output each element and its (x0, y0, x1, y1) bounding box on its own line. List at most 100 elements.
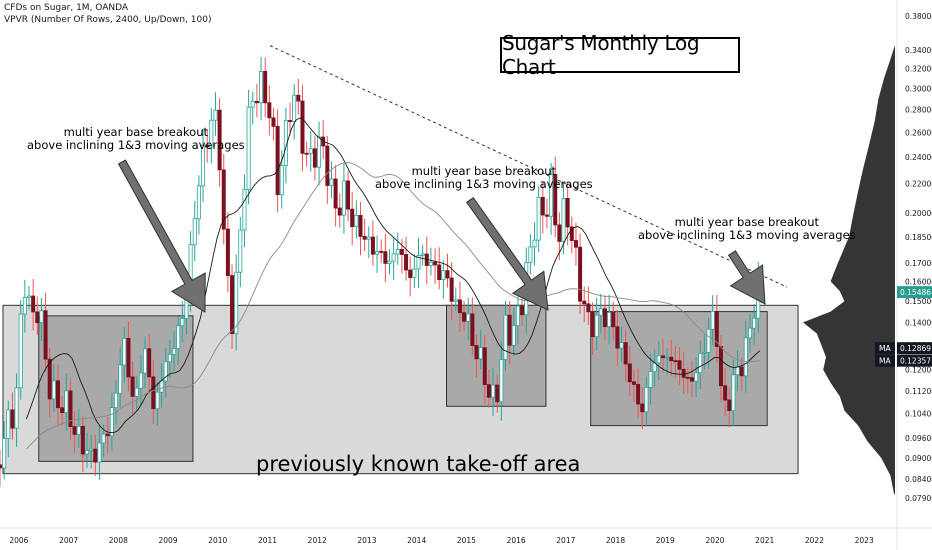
chart-title-box: Sugar's Monthly Log Chart (500, 31, 740, 79)
candle-body (379, 250, 384, 253)
candle-body (478, 347, 483, 360)
arrow-3 (727, 250, 766, 305)
candle-body (536, 196, 541, 241)
arrow-1 (117, 159, 206, 313)
candle-body (147, 348, 152, 378)
x-tick-label: 2010 (208, 536, 227, 545)
candle-body (22, 297, 27, 315)
candle-body (213, 109, 218, 121)
candle-body (263, 71, 268, 104)
candle-body (2, 438, 7, 469)
candle-body (706, 328, 711, 353)
note-3-line2: above inclining 1&3 moving averages (638, 228, 856, 242)
candle-body (718, 346, 723, 387)
candle-body (271, 117, 276, 127)
candle-body (553, 174, 558, 226)
candle-body (43, 310, 48, 360)
indicator-label[interactable]: VPVR (Number Of Rows, 2400, Up/Down, 100… (4, 15, 212, 25)
candle-body (520, 305, 525, 316)
candle-body (466, 313, 471, 322)
candle-body (80, 425, 85, 455)
candle-body (565, 197, 570, 228)
candle-body (6, 409, 11, 439)
candle-body (76, 425, 81, 435)
candle-body (93, 448, 98, 463)
candle-body (72, 426, 77, 435)
candle-body (85, 450, 90, 455)
candle-body (739, 366, 744, 377)
candle-body (230, 275, 235, 334)
candle-body (176, 325, 181, 349)
annotation-note-3: multi year base breakout above inclining… (638, 216, 856, 242)
candle-body (474, 345, 479, 360)
candle-body (399, 249, 404, 255)
candle-body (731, 374, 736, 411)
candle-body (631, 381, 636, 385)
candle-body (636, 383, 641, 405)
candle-body (569, 226, 574, 241)
x-tick-label: 2020 (705, 536, 724, 545)
candle-body (495, 384, 500, 403)
candle-body (242, 189, 247, 231)
x-tick-label: 2015 (457, 536, 476, 545)
candle-body (619, 342, 624, 349)
candle-body (14, 387, 19, 429)
symbol-label[interactable]: CFDs on Sugar, 1M, OANDA (4, 3, 129, 13)
candle-body (582, 300, 587, 305)
candle-body (449, 277, 454, 302)
candle-body (507, 314, 512, 346)
candle-body (586, 303, 591, 313)
candle-body (681, 368, 686, 378)
note-3-line1: multi year base breakout (674, 215, 820, 229)
candle-body (698, 352, 703, 374)
candle-body (109, 407, 114, 437)
candle-body (499, 359, 504, 403)
moving-average-slow (26, 161, 760, 450)
candle-body (561, 197, 566, 242)
candle-body (723, 385, 728, 401)
annotation-note-1: multi year base breakout above inclining… (27, 126, 245, 152)
candle-body (114, 392, 119, 408)
x-tick-label: 2014 (407, 536, 426, 545)
candle-body (68, 390, 73, 428)
candle-body (486, 384, 491, 398)
candle-body (18, 313, 23, 389)
candle-body (126, 337, 131, 378)
candle-body (445, 270, 450, 279)
candle-body (151, 376, 156, 410)
candle-body (346, 180, 351, 210)
candle-body (167, 353, 172, 363)
candle-body (528, 246, 533, 264)
candle-body (130, 376, 135, 397)
candle-body (275, 125, 280, 196)
ma-tag-2 (875, 354, 895, 367)
candle-body (341, 180, 346, 216)
candle-body (462, 312, 467, 322)
candle-body (300, 100, 305, 154)
candle-body (644, 386, 649, 413)
ma-tag-1 (875, 342, 895, 355)
candle-body (31, 295, 36, 313)
candle-body (482, 347, 487, 386)
candle-body (689, 377, 694, 382)
note-2-line2: above inclining 1&3 moving averages (375, 177, 593, 191)
candle-body (325, 145, 330, 186)
candle-body (420, 253, 425, 256)
candle-body (163, 361, 168, 382)
x-tick-label: 2013 (357, 536, 376, 545)
candle-body (660, 355, 665, 359)
candle-body (491, 384, 496, 398)
candle-body (694, 372, 699, 382)
candle-body (611, 311, 616, 328)
